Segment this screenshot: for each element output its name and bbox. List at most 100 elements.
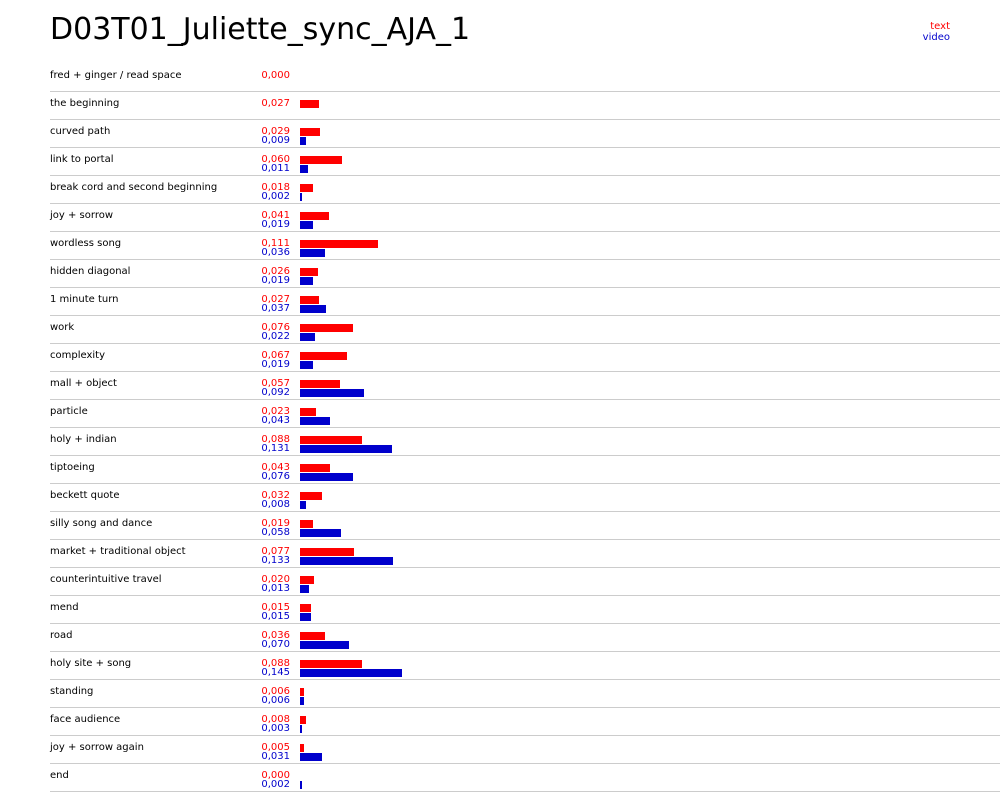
chart-row: link to portal 0,060 0,011 [50, 148, 1000, 176]
text-value: 0,026 [261, 266, 290, 277]
row-label: face audience [50, 714, 121, 725]
video-bar [300, 529, 341, 537]
row-label: beckett quote [50, 490, 120, 501]
text-value: 0,000 [261, 70, 290, 81]
text-value: 0,023 [261, 406, 290, 417]
row-label: market + traditional object [50, 546, 186, 557]
text-bar [300, 632, 325, 640]
chart-legend: text video [923, 21, 950, 43]
chart-rows: fred + ginger / read space 0,000 the begin… [50, 64, 1000, 792]
text-bar [300, 100, 319, 108]
row-label: counterintuitive travel [50, 574, 162, 585]
video-bar [300, 361, 313, 369]
text-bar [300, 604, 311, 612]
chart-row: mend 0,015 0,015 [50, 596, 1000, 624]
chart-row: joy + sorrow 0,041 0,019 [50, 204, 1000, 232]
text-bar [300, 492, 322, 500]
text-value: 0,008 [261, 714, 290, 725]
row-label: particle [50, 406, 88, 417]
text-value: 0,076 [261, 322, 290, 333]
video-value: 0,058 [261, 527, 290, 538]
video-value: 0,002 [261, 191, 290, 202]
row-label: link to portal [50, 154, 114, 165]
chart-row: silly song and dance 0,019 0,058 [50, 512, 1000, 540]
chart-row: particle 0,023 0,043 [50, 400, 1000, 428]
chart-row: end 0,000 0,002 [50, 764, 1000, 792]
row-label: joy + sorrow [50, 210, 114, 221]
video-bar [300, 781, 302, 789]
video-value: 0,002 [261, 779, 290, 790]
chart-row: holy site + song 0,088 0,145 [50, 652, 1000, 680]
row-label: break cord and second beginning [50, 182, 218, 193]
video-value: 0,037 [261, 303, 290, 314]
text-value: 0,020 [261, 574, 290, 585]
video-value: 0,076 [261, 471, 290, 482]
chart-row: road 0,036 0,070 [50, 624, 1000, 652]
text-bar [300, 576, 314, 584]
video-bar [300, 641, 349, 649]
video-bar [300, 753, 322, 761]
video-bar [300, 669, 402, 677]
video-bar [300, 305, 326, 313]
video-value: 0,006 [261, 695, 290, 706]
row-label: hidden diagonal [50, 266, 131, 277]
text-bar [300, 548, 354, 556]
chart-row: complexity 0,067 0,019 [50, 344, 1000, 372]
text-bar [300, 520, 313, 528]
video-value: 0,019 [261, 359, 290, 370]
row-label: end [50, 770, 69, 781]
text-bar [300, 352, 347, 360]
video-bar [300, 417, 330, 425]
text-bar [300, 296, 319, 304]
page-title: D03T01_Juliette_sync_AJA_1 [50, 12, 471, 47]
row-label: standing [50, 686, 94, 697]
video-bar [300, 445, 392, 453]
video-bar [300, 165, 308, 173]
row-label: silly song and dance [50, 518, 153, 529]
text-bar [300, 716, 306, 724]
video-value: 0,015 [261, 611, 290, 622]
video-bar [300, 697, 304, 705]
video-value: 0,031 [261, 751, 290, 762]
video-bar [300, 613, 311, 621]
row-label: the beginning [50, 98, 120, 109]
video-bar [300, 193, 302, 201]
chart-row: the beginning 0,027 [50, 92, 1000, 120]
chart-row: wordless song 0,111 0,036 [50, 232, 1000, 260]
video-bar [300, 501, 306, 509]
text-value: 0,005 [261, 742, 290, 753]
row-label: mall + object [50, 378, 117, 389]
legend-video-label: video [922, 32, 950, 43]
text-value: 0,032 [261, 490, 290, 501]
video-value: 0,013 [261, 583, 290, 594]
chart-row: standing 0,006 0,006 [50, 680, 1000, 708]
text-value: 0,088 [261, 434, 290, 445]
video-value: 0,043 [261, 415, 290, 426]
text-value: 0,111 [261, 238, 290, 249]
chart-row: tiptoeing 0,043 0,076 [50, 456, 1000, 484]
video-value: 0,003 [261, 723, 290, 734]
row-label: 1 minute turn [50, 294, 119, 305]
text-bar [300, 324, 353, 332]
text-value: 0,015 [261, 602, 290, 613]
chart-row: work 0,076 0,022 [50, 316, 1000, 344]
chart-row: fred + ginger / read space 0,000 [50, 64, 1000, 92]
video-value: 0,070 [261, 639, 290, 650]
video-bar [300, 473, 353, 481]
row-label: fred + ginger / read space [50, 70, 182, 81]
row-label: wordless song [50, 238, 122, 249]
video-value: 0,133 [261, 555, 290, 566]
text-bar [300, 184, 313, 192]
chart-row: mall + object 0,057 0,092 [50, 372, 1000, 400]
text-value: 0,067 [261, 350, 290, 361]
video-value: 0,011 [261, 163, 290, 174]
text-value: 0,029 [261, 126, 290, 137]
text-bar [300, 212, 329, 220]
video-bar [300, 585, 309, 593]
text-bar [300, 744, 304, 752]
row-label: mend [50, 602, 79, 613]
row-label: road [50, 630, 73, 641]
row-label: holy site + song [50, 658, 132, 669]
text-value: 0,000 [261, 770, 290, 781]
video-value: 0,036 [261, 247, 290, 258]
